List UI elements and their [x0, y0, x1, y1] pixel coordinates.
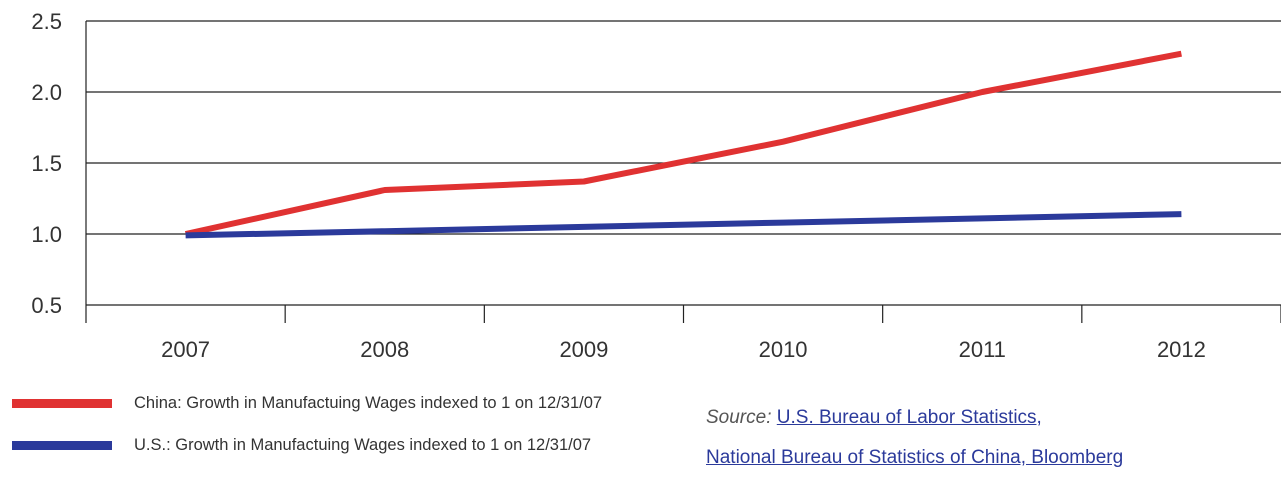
legend-swatch-china: [12, 398, 112, 408]
legend-item-us: U.S.: Growth in Manufactuing Wages index…: [12, 435, 602, 455]
series-line-us: [185, 211, 1182, 239]
source-line-1: Source: U.S. Bureau of Labor Statistics,: [706, 398, 1123, 438]
x-tick-label: 2011: [959, 337, 1006, 362]
x-tick-label: 2010: [759, 337, 808, 362]
x-tick-label: 2009: [559, 337, 608, 362]
source-note: Source: U.S. Bureau of Labor Statistics,…: [706, 398, 1123, 478]
source-link-bls[interactable]: U.S. Bureau of Labor Statistics,: [776, 407, 1042, 428]
x-tick-label: 2012: [1157, 337, 1206, 362]
series-line-china: [184, 50, 1182, 237]
source-line-2: National Bureau of Statistics of China, …: [706, 438, 1123, 478]
legend: China: Growth in Manufactuing Wages inde…: [12, 393, 602, 477]
legend-label-china: China: Growth in Manufactuing Wages inde…: [134, 393, 603, 412]
x-tick-label: 2007: [161, 337, 210, 362]
legend-label-us: U.S.: Growth in Manufactuing Wages index…: [134, 435, 592, 454]
y-tick-label: 1.0: [31, 222, 62, 247]
y-tick-label: 2.5: [31, 9, 62, 34]
legend-swatch-us: [12, 440, 112, 450]
y-tick-label: 0.5: [31, 293, 62, 318]
y-tick-label: 1.5: [31, 151, 62, 176]
source-label: Source:: [706, 407, 772, 428]
source-link-nbs-bloomberg[interactable]: National Bureau of Statistics of China, …: [706, 447, 1124, 468]
line-chart: 0.5 1.0 1.5 2.0 2.5 2007 2008 2009 2010 2011 2012: [31, 9, 1281, 362]
x-tick-label: 2008: [360, 337, 409, 362]
legend-item-china: China: Growth in Manufactuing Wages inde…: [12, 393, 602, 413]
y-tick-label: 2.0: [31, 80, 62, 105]
